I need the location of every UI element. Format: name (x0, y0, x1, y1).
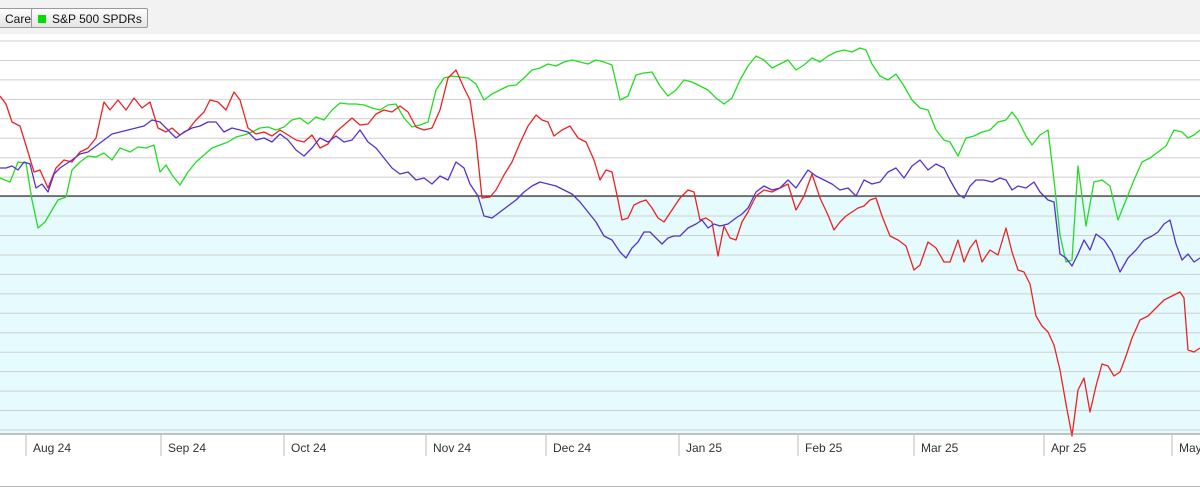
series-line-2 (0, 119, 1200, 273)
lower-background (0, 196, 1200, 434)
series-line-0 (0, 47, 1200, 263)
x-tick-label: May (1179, 441, 1200, 455)
legend-item-sp500-label: S&P 500 SPDRs (52, 12, 142, 26)
x-tick-label: Jan 25 (686, 441, 722, 455)
x-tick-label: Dec 24 (553, 441, 591, 455)
chart-series (0, 47, 1200, 437)
x-tick-label: Feb 25 (805, 441, 843, 455)
x-tick-label: Nov 24 (433, 441, 471, 455)
legend-swatch-sp500 (38, 14, 46, 23)
series-line-1 (0, 69, 1200, 437)
x-tick-label: Mar 25 (921, 441, 959, 455)
x-tick-label: Aug 24 (33, 441, 71, 455)
chart-gridlines (0, 40, 1200, 431)
chart-x-axis: Aug 24 Sep 24 Oct 24 Nov 24 Dec 24 Jan 25 Feb … (0, 433, 1200, 456)
chart-background (0, 34, 1200, 434)
bottom-divider (0, 486, 1200, 487)
line-chart: Aug 24 Sep 24 Oct 24 Nov 24 Dec 24 Jan 25 Feb … (0, 34, 1200, 456)
legend-toolbar: Care S&P 500 SPDRs (0, 0, 1200, 35)
x-tick-label: Oct 24 (291, 441, 327, 455)
legend-item-sp500[interactable]: S&P 500 SPDRs (31, 8, 148, 28)
x-tick-label: Sep 24 (168, 441, 206, 455)
x-tick-label: Apr 25 (1051, 441, 1087, 455)
upper-background (0, 34, 1200, 196)
legend-item-care-label: Care (4, 12, 31, 26)
